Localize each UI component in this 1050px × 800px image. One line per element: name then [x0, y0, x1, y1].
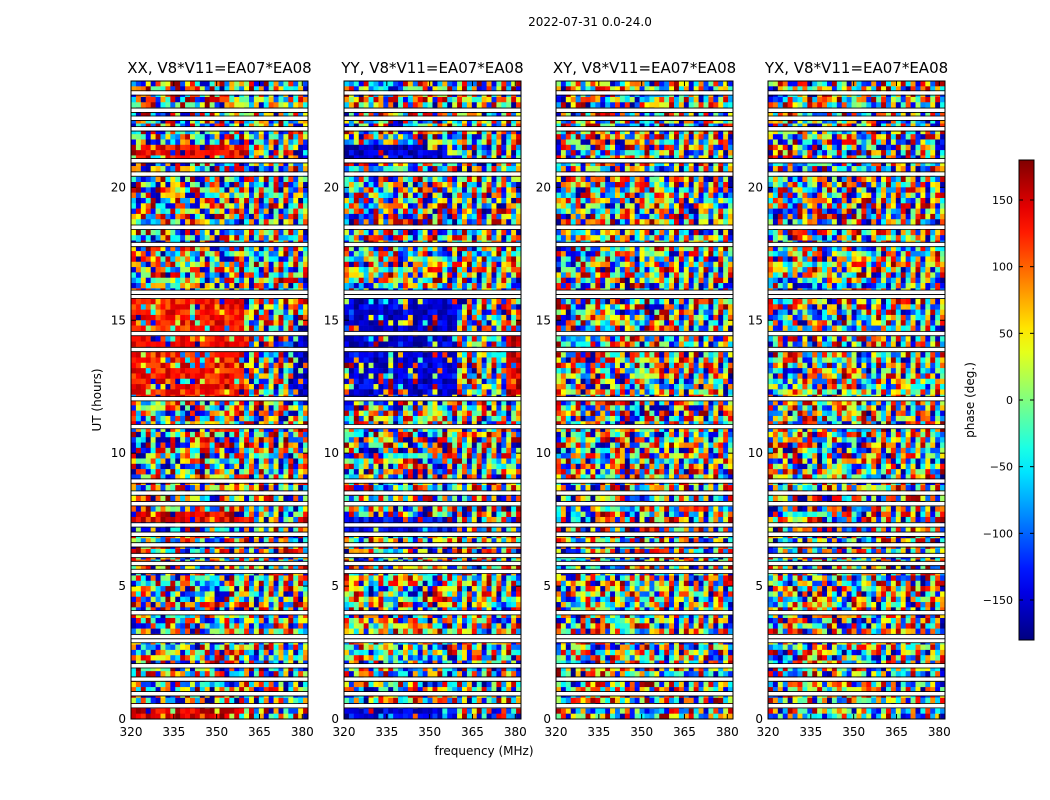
y-tick-label: 15: [324, 313, 339, 327]
x-tick-label: 365: [673, 725, 696, 739]
panel-3: YX, V8*V11=EA07*EA08 320 335 350 365 380 0 5 10 1…: [748, 59, 951, 739]
panel-title: YX, V8*V11=EA07*EA08: [764, 59, 948, 77]
panel-frame: [130, 80, 309, 720]
colorbar-tick-label: −150: [983, 594, 1013, 607]
y-tick-label: 0: [331, 712, 339, 726]
heatmap-image: [131, 81, 308, 719]
x-tick-label: 335: [375, 725, 398, 739]
x-tick-label: 380: [504, 725, 527, 739]
y-tick-label: 5: [118, 579, 126, 593]
y-tick-label: 0: [543, 712, 551, 726]
panel-0: XX, V8*V11=EA07*EA08 320 335 350 365 380 0 5 10 1…: [90, 59, 314, 739]
y-tick-label: 20: [748, 180, 763, 194]
colorbar: −150 −100 −50 0 50 100 150 phase (deg.): [963, 159, 1035, 641]
panel-title: YY, V8*V11=EA07*EA08: [340, 59, 523, 77]
y-tick-label: 5: [331, 579, 339, 593]
panel-title: XY, V8*V11=EA07*EA08: [553, 59, 736, 77]
y-tick-label: 20: [536, 180, 551, 194]
colorbar-tick-label: 50: [999, 327, 1013, 340]
panel-frame: [555, 80, 734, 720]
y-axis-label: UT (hours): [90, 368, 104, 431]
x-tick-label: 365: [885, 725, 908, 739]
x-tick-label: 320: [120, 725, 143, 739]
panel-1: YY, V8*V11=EA07*EA08 320 335 350 365 380 0 5 10 1…: [324, 59, 527, 739]
y-tick-label: 10: [748, 446, 763, 460]
panel-title: XX, V8*V11=EA07*EA08: [127, 59, 311, 77]
y-tick-label: 15: [111, 313, 126, 327]
panel-frame: [767, 80, 946, 720]
x-tick-label: 380: [928, 725, 951, 739]
y-tick-label: 5: [755, 579, 763, 593]
colorbar-tick-label: 0: [1006, 394, 1013, 407]
x-tick-label: 320: [757, 725, 780, 739]
x-axis-label: frequency (MHz): [434, 744, 533, 758]
x-tick-label: 350: [418, 725, 441, 739]
x-tick-label: 320: [545, 725, 568, 739]
x-tick-label: 350: [842, 725, 865, 739]
colorbar-tick-label: 150: [992, 194, 1013, 207]
x-tick-label: 320: [333, 725, 356, 739]
colorbar-label: phase (deg.): [963, 362, 977, 438]
heatmap-image: [768, 81, 945, 719]
x-tick-label: 335: [587, 725, 610, 739]
x-tick-label: 335: [162, 725, 185, 739]
heatmap-image: [556, 81, 733, 719]
y-tick-label: 15: [536, 313, 551, 327]
x-tick-label: 365: [248, 725, 271, 739]
colorbar-tick-label: 100: [992, 261, 1013, 274]
x-tick-label: 380: [716, 725, 739, 739]
x-tick-label: 350: [205, 725, 228, 739]
y-tick-label: 15: [748, 313, 763, 327]
panel-frame: [343, 80, 522, 720]
colorbar-tick-label: −50: [990, 461, 1013, 474]
y-tick-label: 0: [118, 712, 126, 726]
y-tick-label: 10: [111, 446, 126, 460]
panels-group: XX, V8*V11=EA07*EA08 320 335 350 365 380 0 5 10 1…: [90, 59, 951, 758]
y-tick-label: 10: [324, 446, 339, 460]
y-tick-label: 5: [543, 579, 551, 593]
x-tick-label: 365: [461, 725, 484, 739]
y-tick-label: 0: [755, 712, 763, 726]
heatmap-image: [344, 81, 521, 719]
x-tick-label: 350: [630, 725, 653, 739]
figure-suptitle: 2022-07-31 0.0-24.0: [528, 15, 652, 29]
y-tick-label: 10: [536, 446, 551, 460]
y-tick-label: 20: [324, 180, 339, 194]
x-tick-label: 335: [799, 725, 822, 739]
panel-2: XY, V8*V11=EA07*EA08 320 335 350 365 380 0 5 10 1…: [536, 59, 739, 739]
y-tick-label: 20: [111, 180, 126, 194]
x-tick-label: 380: [291, 725, 314, 739]
colorbar-tick-label: −100: [983, 527, 1013, 540]
